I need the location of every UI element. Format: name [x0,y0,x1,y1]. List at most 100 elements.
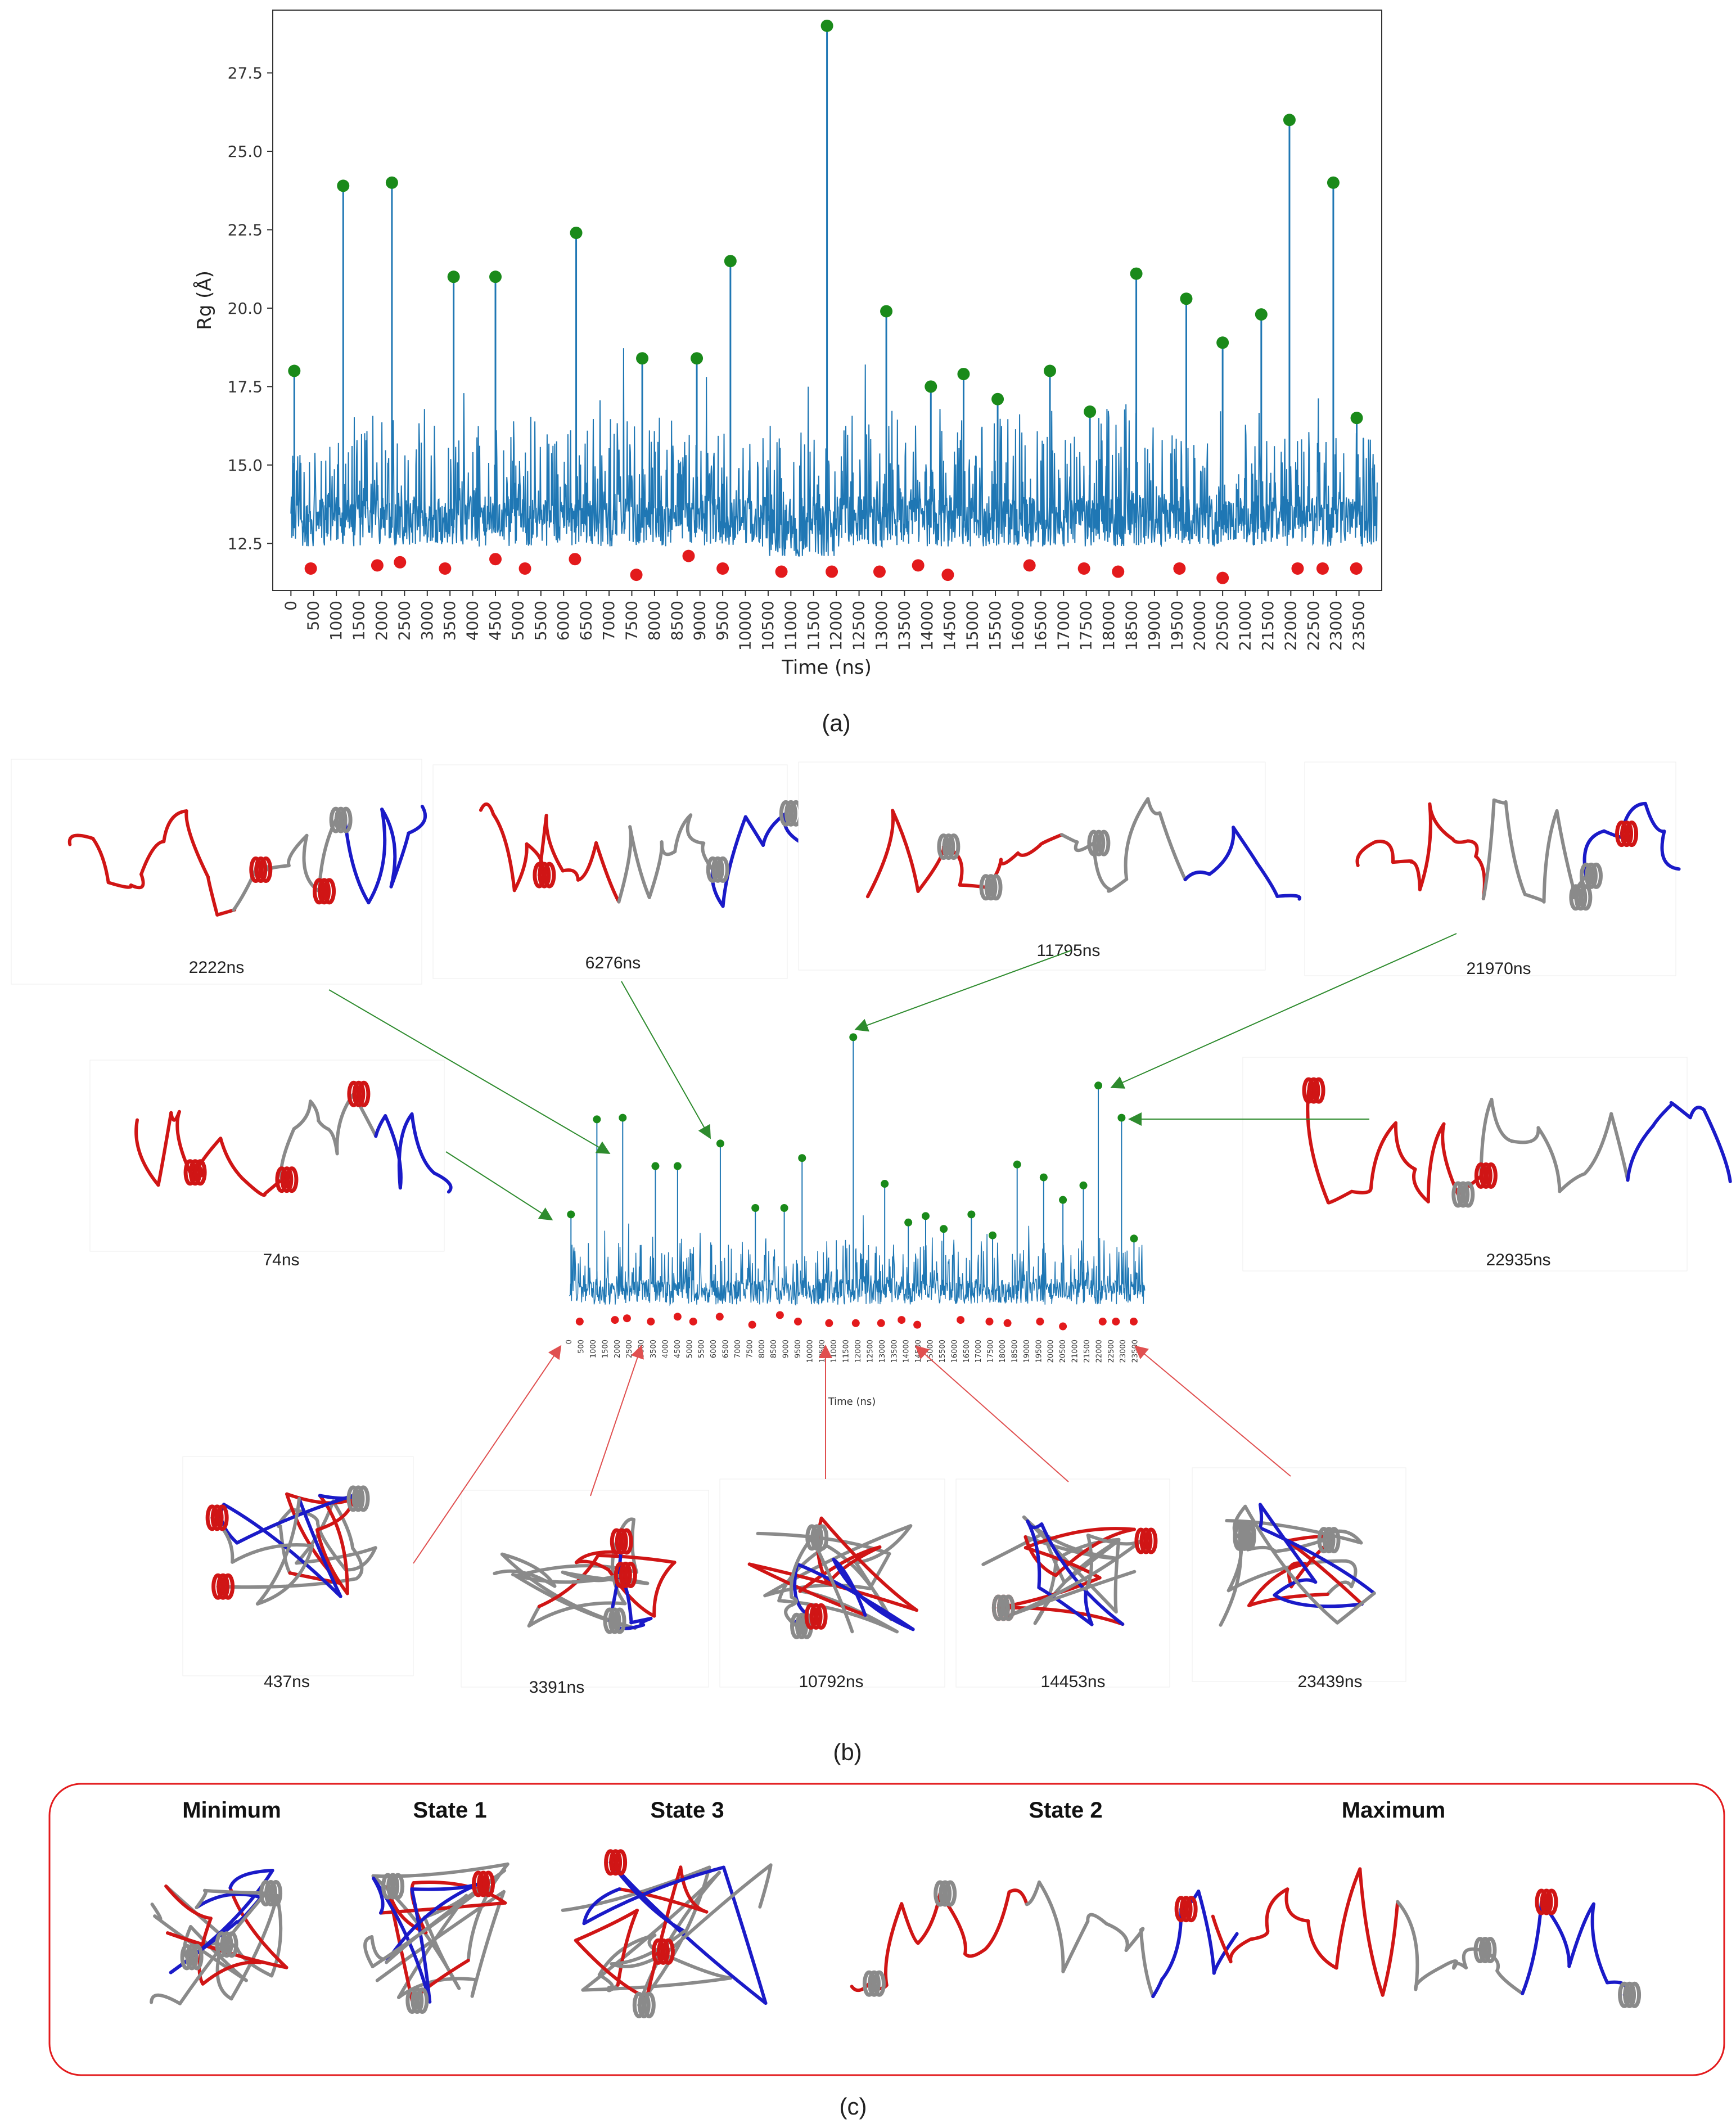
snapshot-time-label: 3391ns [529,1678,584,1697]
minimum-point [1077,562,1090,575]
minimum-point [1173,562,1186,575]
backbone-segment [1084,1587,1094,1626]
inset-x-axis-label: Time (ns) [828,1396,876,1408]
state-structures [150,1849,1642,2018]
arrow-11795ns [854,950,1072,1032]
state-title: Minimum [182,1798,281,1823]
helix-turn [1139,1527,1153,1554]
backbone-segment [561,868,580,882]
helix-turn [1584,862,1598,889]
minimum-point [716,562,729,575]
backbone-segment [1104,1922,1129,1952]
arrow-23439ns [1134,1345,1291,1477]
backbone-segment [156,1111,173,1187]
helix-turn [716,856,729,883]
backbone-segment [1369,1121,1397,1190]
snapshot-frame [461,1490,709,1688]
inset-maximum-point [1039,1173,1048,1182]
inset-x-tick-label: 18500 [1011,1340,1019,1363]
inset-x-tick-label: 11000 [830,1340,838,1363]
backbone-segment [511,1572,626,1584]
helix-turn [1462,1181,1475,1208]
protein-structure [493,1517,677,1634]
backbone-segment [1558,1172,1586,1193]
inset-x-tick-label: 9500 [794,1340,802,1358]
backbone-segment [868,1552,891,1590]
backbone-segment [1542,809,1559,904]
backbone-segment [1124,797,1150,881]
backbone-segment [1258,1526,1376,1595]
minimum-point [1112,565,1125,578]
helix-turn [1327,1527,1341,1554]
helix-turn [795,1612,809,1639]
x-tick-label: 17000 [1054,601,1072,651]
backbone-segment [389,831,411,889]
x-tick-label: 6500 [577,601,596,641]
backbone-segment [1232,1504,1247,1540]
helix-turn [220,1931,233,1958]
backbone-segment [1284,1887,1310,1923]
backbone-segment [1490,1098,1514,1143]
snapshot-frame [1304,761,1676,976]
backbone-segment [129,872,145,890]
helix-turn [637,1991,651,2018]
x-tick-label: 19500 [1167,601,1186,651]
backbone-segment [1325,1580,1354,1596]
state-title: State 2 [1029,1798,1102,1823]
backbone-segment [1037,1586,1094,1626]
backbone-segment [309,1099,321,1122]
minimum-point [489,553,502,566]
inset-x-tick-label: 23000 [1119,1340,1128,1363]
snapshot-panel: 6276ns [432,764,802,979]
protein-structure [981,1515,1158,1626]
helix-turn [984,874,998,901]
inset-x-tick-label: 20000 [1047,1340,1056,1363]
snapshot-time-label: 6276ns [585,954,641,972]
inset-x-tick-label: 15500 [939,1340,947,1363]
helix-turn [1097,829,1111,856]
helix-turn [613,1607,626,1634]
backbone-segment [470,1978,478,1998]
minimum-point [1023,559,1036,572]
helix-turn [608,1607,621,1634]
minimum-point [569,553,581,566]
helix-turn [318,878,331,905]
backbone-segment [1061,1919,1090,1973]
backbone-segment [701,841,715,872]
backbone-segment [1207,826,1236,876]
x-tick-label: 8500 [668,601,686,641]
inset-x-tick-label: 10000 [806,1340,814,1363]
inset-x-tick-label: 14000 [903,1340,911,1363]
backbone-segment [1590,1902,1609,1985]
state-title: State 1 [413,1798,486,1823]
y-tick-label: 17.5 [228,377,263,396]
backbone-segment [206,875,219,917]
backbone-segment [1358,1867,1385,1997]
helix-turn [939,1880,952,1907]
backbone-segment [1688,1106,1706,1120]
snapshot-time-label: 10792ns [799,1672,863,1691]
backbone-segment [292,1099,312,1131]
minimum-point [1291,562,1304,575]
helix-turn [661,1938,675,1965]
helix-turn [264,1879,278,1906]
snapshot-time-label: 23439ns [1297,1672,1362,1691]
backbone-segment [1391,859,1414,864]
backbone-segment [1007,1888,1029,1906]
snapshot-panel: 437ns [182,1456,414,1691]
backbone-segment [1197,1890,1216,1975]
arrow-437ns [413,1345,562,1564]
protein-structure [561,1849,773,2018]
x-tick-label: 21500 [1259,601,1277,651]
helix-turn [615,1528,628,1555]
maximum-point [1283,114,1296,127]
inset-maxima-markers [567,1033,1138,1243]
maximum-point [1084,405,1097,418]
backbone-segment [1394,1121,1417,1171]
helix-turn [1620,820,1634,847]
inset-minimum-point [877,1319,885,1327]
backbone-segment [370,1935,386,1961]
backbone-segment [652,1561,677,1618]
maximum-point [447,270,460,283]
helix-turn [391,1873,405,1900]
